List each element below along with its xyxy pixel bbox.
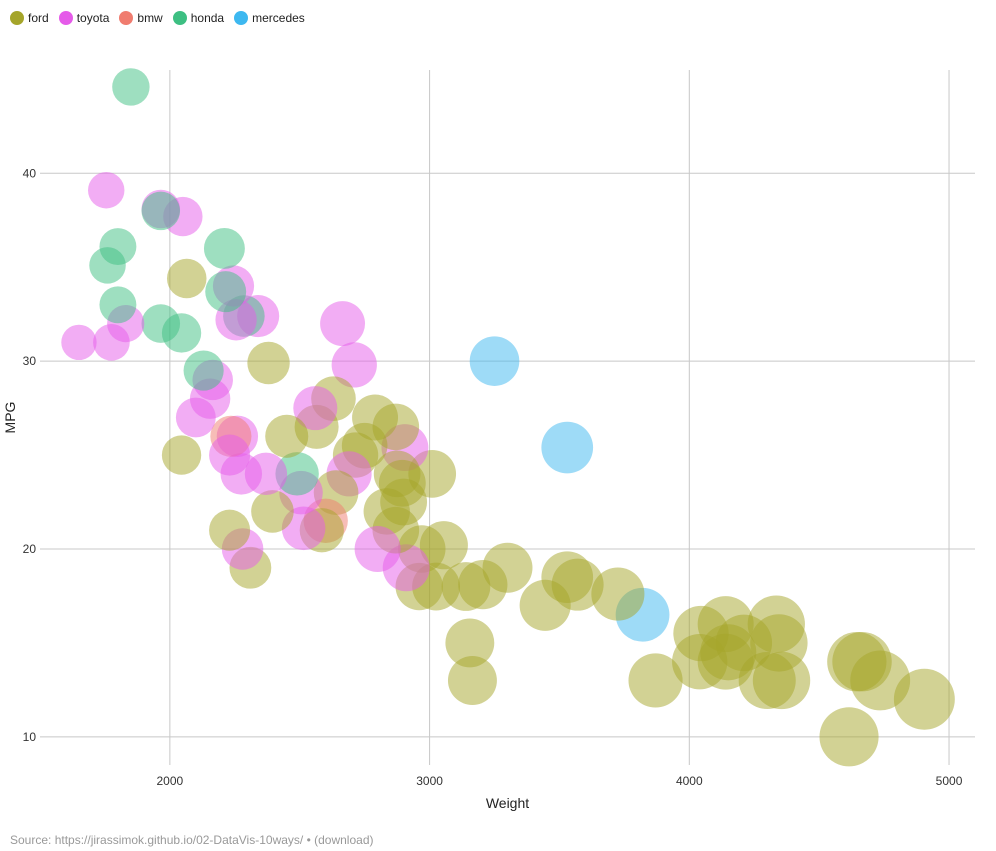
bubble-ford[interactable] xyxy=(251,490,294,533)
bubble-ford[interactable] xyxy=(519,579,571,631)
x-tick-label: 3000 xyxy=(416,774,443,788)
bubble-toyota[interactable] xyxy=(61,324,97,361)
legend-item-honda[interactable]: honda xyxy=(172,11,225,25)
legend-item-toyota[interactable]: toyota xyxy=(58,11,110,25)
y-tick-label: 30 xyxy=(23,354,37,368)
bubble-ford[interactable] xyxy=(166,258,207,299)
bubble-mercedes[interactable] xyxy=(469,336,520,386)
axes-layer: 2000 3000 4000 5000 10 20 30 40 Weight MPG xyxy=(2,166,963,811)
legend-item-bmw[interactable]: bmw xyxy=(119,11,163,25)
bubble-ford[interactable] xyxy=(247,341,290,385)
bubble-honda[interactable] xyxy=(112,68,150,106)
legend-swatch xyxy=(234,11,249,25)
bubble-ford[interactable] xyxy=(447,656,497,705)
y-tick-label: 10 xyxy=(23,730,37,744)
bubble-toyota[interactable] xyxy=(93,324,130,361)
bubble-mercedes[interactable] xyxy=(541,421,594,474)
bubble-ford[interactable] xyxy=(591,567,645,621)
legend-swatch xyxy=(119,11,134,25)
bubble-ford[interactable] xyxy=(827,632,887,692)
bubble-honda[interactable] xyxy=(141,304,181,343)
x-tick-label: 4000 xyxy=(676,774,703,788)
bubble-ford[interactable] xyxy=(265,414,309,458)
bubble-honda[interactable] xyxy=(205,271,247,313)
legend-label: ford xyxy=(28,11,49,25)
bubble-chart: 2000 3000 4000 5000 10 20 30 40 Weight MPG xyxy=(2,68,975,811)
bubble-toyota[interactable] xyxy=(175,397,216,438)
legend-label: toyota xyxy=(76,11,110,25)
bubble-toyota[interactable] xyxy=(354,525,401,573)
bubble-toyota[interactable] xyxy=(293,386,338,431)
x-axis-label: Weight xyxy=(486,795,529,811)
x-tick-label: 2000 xyxy=(157,774,184,788)
legend-swatch xyxy=(172,11,187,25)
legend-label: bmw xyxy=(137,11,163,25)
source-line: Source: https://jirassimok.github.io/02-… xyxy=(10,833,374,847)
bubble-ford[interactable] xyxy=(161,435,202,475)
bubble-ford[interactable] xyxy=(363,488,410,535)
bubble-honda[interactable] xyxy=(203,227,245,269)
bubble-honda[interactable] xyxy=(275,452,319,496)
bubble-honda[interactable] xyxy=(141,191,181,231)
bubble-toyota[interactable] xyxy=(88,171,125,209)
bubble-ford[interactable] xyxy=(209,509,251,551)
legend-swatch xyxy=(58,11,73,25)
bubble-honda[interactable] xyxy=(89,247,126,284)
legend-swatch xyxy=(10,11,24,25)
bubble-ford[interactable] xyxy=(628,653,683,708)
y-tick-label: 40 xyxy=(23,166,37,180)
download-link[interactable]: (download) xyxy=(314,833,374,847)
bubble-honda[interactable] xyxy=(183,350,224,391)
bubble-toyota[interactable] xyxy=(320,301,366,347)
bubble-honda[interactable] xyxy=(99,286,137,324)
source-text: Source: https://jirassimok.github.io/02-… xyxy=(10,833,304,847)
bubbles-layer xyxy=(61,68,955,767)
y-tick-label: 20 xyxy=(23,542,37,556)
y-axis-label: MPG xyxy=(2,402,18,434)
bubble-toyota[interactable] xyxy=(209,434,251,476)
bubble-ford[interactable] xyxy=(373,450,421,498)
bubble-ford[interactable] xyxy=(672,634,728,690)
legend-item-ford[interactable]: ford xyxy=(10,11,49,25)
bubble-ford[interactable] xyxy=(819,707,879,767)
source-separator: • xyxy=(303,833,315,847)
bubble-toyota[interactable] xyxy=(331,342,377,388)
legend-item-mercedes[interactable]: mercedes xyxy=(234,11,305,25)
legend-label: honda xyxy=(190,11,225,25)
x-tick-label: 5000 xyxy=(936,774,963,788)
chart-legend: ford toyota bmw honda mercedes xyxy=(10,8,315,28)
bubble-ford[interactable] xyxy=(445,618,495,668)
legend-label: mercedes xyxy=(252,11,305,25)
